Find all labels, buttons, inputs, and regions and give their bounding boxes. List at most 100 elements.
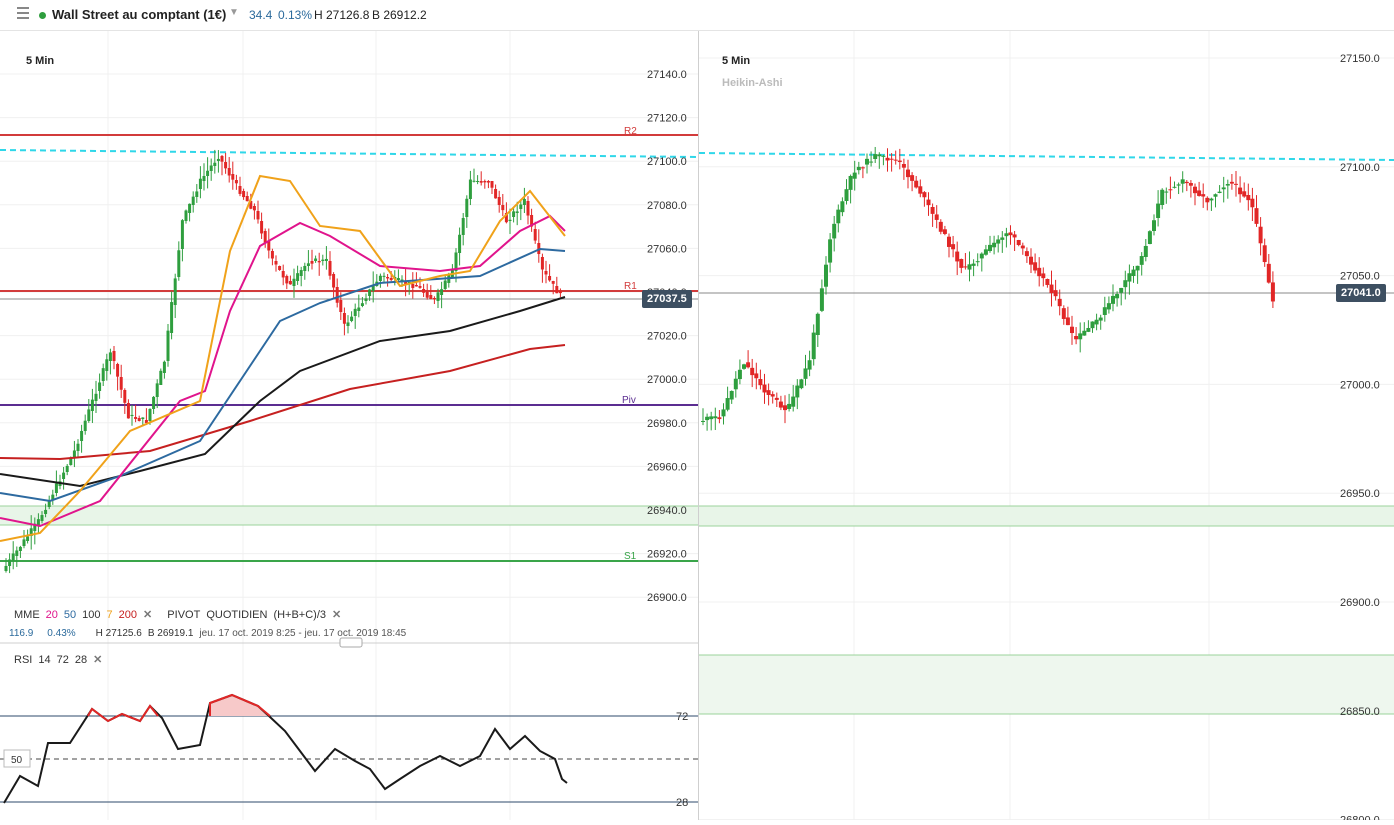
- candle-body: [242, 191, 246, 198]
- candle-body: [429, 295, 433, 300]
- candle-body: [414, 285, 418, 287]
- candle-body: [94, 393, 98, 401]
- candle-body: [130, 414, 134, 416]
- candle-body: [432, 298, 436, 300]
- candle-body: [852, 172, 857, 179]
- candle-body: [1229, 181, 1234, 184]
- close-icon[interactable]: ✕: [332, 609, 342, 621]
- candle-body: [11, 553, 15, 561]
- candle-body: [975, 261, 980, 263]
- candle-body: [1000, 237, 1005, 240]
- candle-body: [1045, 279, 1050, 285]
- candle-body: [54, 483, 58, 493]
- right-heikin-ashi-chart[interactable]: 5 Min Heikin-Ashi 27150.027100.027050.02…: [698, 31, 1394, 825]
- rsi-lower: 28: [74, 654, 88, 666]
- candle-body: [1082, 330, 1087, 336]
- pivot-indicator-label[interactable]: PIVOT: [167, 609, 201, 621]
- support-zone: [699, 506, 1394, 526]
- candle-body: [436, 292, 440, 301]
- rsi-period: 14: [38, 654, 51, 666]
- rsi-label[interactable]: RSI: [14, 654, 33, 666]
- candle-body: [76, 443, 80, 451]
- pivot-formula: (H+B+C)/3: [273, 609, 327, 621]
- candle-body: [754, 373, 759, 379]
- candle-body: [234, 180, 238, 184]
- candle-body: [967, 264, 972, 270]
- candle-body: [1065, 317, 1070, 326]
- candle-body: [328, 261, 332, 276]
- candle-body: [1098, 317, 1103, 321]
- candle-body: [270, 251, 274, 259]
- candle-body: [249, 201, 253, 209]
- info-line: 116.9 0.43% H 27125.6 B 26919.1 jeu. 17 oct.…: [9, 628, 412, 639]
- price-axis-label: 26900.0: [647, 592, 687, 604]
- instrument-title[interactable]: Wall Street au comptant (1€): [52, 7, 227, 22]
- candle-body: [1012, 234, 1017, 238]
- candle-body: [123, 390, 127, 403]
- candle-body: [963, 266, 968, 268]
- close-icon[interactable]: ✕: [93, 654, 103, 666]
- candle-body: [22, 539, 26, 546]
- candle-body: [860, 167, 865, 169]
- candle-body: [889, 158, 894, 160]
- candle-body: [551, 281, 555, 284]
- candle-body: [4, 565, 8, 571]
- candle-body: [1061, 308, 1066, 319]
- candle-body: [378, 275, 382, 281]
- candle-body: [1004, 233, 1009, 237]
- candle-body: [1201, 194, 1206, 197]
- right-chart-panel[interactable]: 5 Min Heikin-Ashi 27150.0 27100.0 27050.0 2…: [698, 31, 1394, 825]
- price-axis-label: 27120.0: [647, 113, 687, 125]
- candle-body: [177, 250, 181, 277]
- candle-body: [144, 420, 148, 423]
- candle-body: [90, 399, 94, 411]
- candle-body: [396, 278, 400, 280]
- candle-body: [926, 199, 931, 206]
- rsi-overbought-fill: [210, 695, 270, 716]
- candle-body: [787, 403, 792, 409]
- candle-body: [897, 160, 902, 163]
- candle-body: [324, 258, 328, 261]
- rsi-legend: RSI 14 72 28 ✕: [14, 653, 108, 666]
- left-candlestick-chart[interactable]: R2 R1 Piv S1 5 Min 27140.0 27120.0 27100.0…: [0, 31, 699, 820]
- candle-body: [443, 280, 447, 289]
- mme-label[interactable]: MME: [14, 609, 40, 621]
- candle-body: [404, 282, 408, 285]
- candle-body: [195, 191, 199, 197]
- candle-body: [339, 300, 343, 313]
- candle-body: [811, 332, 816, 360]
- indicator-legend: MME 20 50 100 7 200 ✕ PIVOT QUOTIDIEN (H+B+C)/3 ✕: [14, 608, 347, 621]
- candle-body: [1115, 294, 1120, 299]
- candle-body: [799, 379, 804, 389]
- candle-body: [701, 420, 705, 422]
- candle-body: [245, 196, 249, 202]
- candle-body: [47, 500, 51, 507]
- candle-body: [332, 274, 336, 288]
- candle-body: [742, 364, 746, 369]
- candle-body: [267, 241, 271, 251]
- candle-body: [725, 398, 730, 410]
- candle-body: [530, 215, 534, 227]
- candle-body: [40, 515, 44, 521]
- menu-icon[interactable]: [17, 7, 29, 19]
- candle-body: [807, 360, 812, 370]
- support-zone: [0, 506, 698, 525]
- candle-body: [490, 181, 494, 188]
- candle-body: [558, 291, 562, 294]
- candle-body: [44, 509, 48, 514]
- candle-body: [1070, 326, 1074, 334]
- candle-body: [263, 231, 267, 243]
- pane-resize-handle[interactable]: [339, 637, 363, 648]
- candle-body: [231, 174, 235, 180]
- change-percent: 0.13%: [278, 8, 313, 22]
- candle-body: [1086, 327, 1091, 332]
- close-icon[interactable]: ✕: [143, 609, 153, 621]
- candle-body: [1131, 269, 1136, 276]
- chevron-down-icon[interactable]: ▼: [229, 7, 239, 18]
- candle-body: [386, 277, 390, 279]
- candle-body: [717, 417, 722, 420]
- candle-body: [425, 292, 429, 298]
- candle-body: [314, 258, 318, 261]
- left-chart-panel[interactable]: R2 R1 Piv S1 5 Min 27140.0 27120.0 27100.0…: [0, 31, 699, 820]
- candle-body: [737, 369, 742, 380]
